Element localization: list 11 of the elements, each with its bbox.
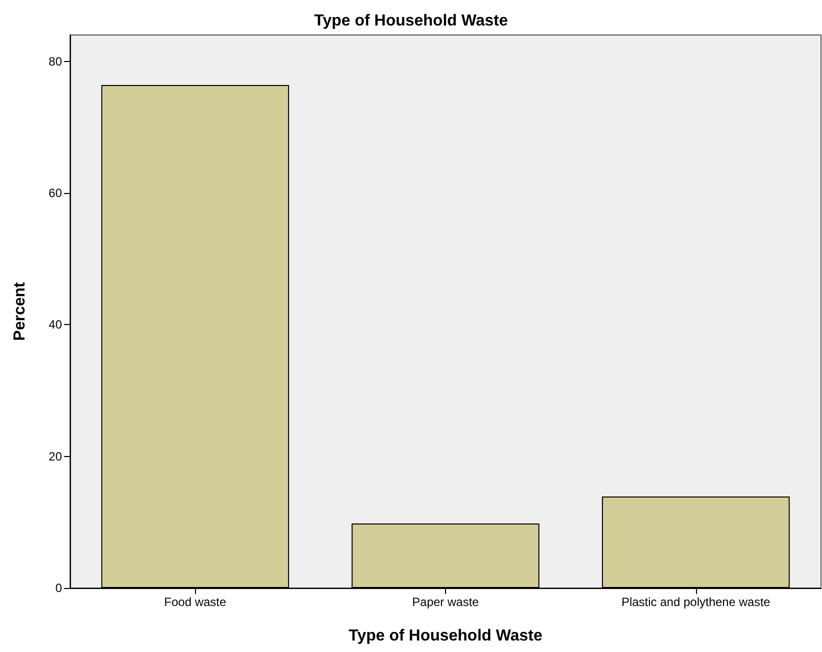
x-tick-label: Food waste — [164, 595, 227, 609]
y-tick-label: 40 — [48, 318, 62, 332]
x-tick-label: Paper waste — [412, 595, 480, 609]
y-tick-label: 20 — [48, 449, 62, 464]
y-axis-title: Percent — [12, 281, 28, 341]
chart-title: Type of Household Waste — [314, 12, 508, 30]
x-tick-label: Plastic and polythene waste — [621, 595, 771, 609]
y-tick-label: 0 — [55, 581, 62, 595]
x-axis-title: Type of Household Waste — [348, 628, 542, 644]
y-tick-label: 80 — [48, 54, 62, 68]
y-tick-label: 60 — [48, 186, 62, 200]
